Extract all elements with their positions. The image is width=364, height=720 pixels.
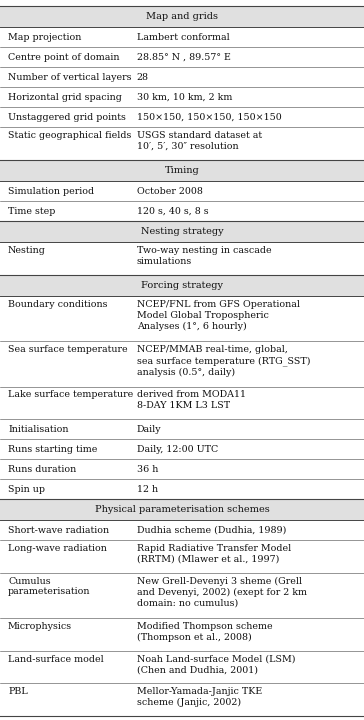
Text: Lake surface temperature: Lake surface temperature	[8, 390, 133, 400]
Text: derived from MODA11
8-DAY 1KM L3 LST: derived from MODA11 8-DAY 1KM L3 LST	[137, 390, 246, 410]
Text: October 2008: October 2008	[137, 186, 203, 196]
Text: Modified Thompson scheme
(Thompson et al., 2008): Modified Thompson scheme (Thompson et al…	[137, 622, 273, 642]
Text: Nesting: Nesting	[8, 246, 46, 255]
Bar	[0, 341, 364, 387]
Text: Nesting strategy: Nesting strategy	[141, 228, 223, 236]
Text: New Grell-Devenyi 3 sheme (Grell
and Devenyi, 2002) (exept for 2 km
domain: no c: New Grell-Devenyi 3 sheme (Grell and Dev…	[137, 577, 307, 608]
Text: Forcing strategy: Forcing strategy	[141, 281, 223, 290]
Bar	[0, 181, 364, 201]
Bar	[0, 87, 364, 107]
Text: Static geographical fields: Static geographical fields	[8, 131, 131, 140]
Bar	[0, 221, 364, 243]
Text: Runs starting time: Runs starting time	[8, 445, 98, 454]
Text: Long-wave radiation: Long-wave radiation	[8, 544, 107, 553]
Bar	[0, 6, 364, 27]
Bar	[0, 107, 364, 127]
Bar	[0, 296, 364, 341]
Text: Microphysics: Microphysics	[8, 622, 72, 631]
Bar	[0, 459, 364, 480]
Text: 150×150, 150×150, 150×150: 150×150, 150×150, 150×150	[137, 113, 282, 122]
Text: NCEP/MMAB real-time, global,
sea surface temperature (RTG_SST)
analysis (0.5°, d: NCEP/MMAB real-time, global, sea surface…	[137, 345, 310, 377]
Bar	[0, 439, 364, 459]
Text: Mellor-Yamada-Janjic TKE
scheme (Janjic, 2002): Mellor-Yamada-Janjic TKE scheme (Janjic,…	[137, 687, 262, 707]
Bar	[0, 419, 364, 439]
Text: Horizontal grid spacing: Horizontal grid spacing	[8, 93, 122, 102]
Text: Map and grids: Map and grids	[146, 12, 218, 21]
Text: Time step: Time step	[8, 207, 55, 215]
Bar	[0, 160, 364, 181]
Bar	[0, 201, 364, 221]
Bar	[0, 67, 364, 87]
Bar	[0, 521, 364, 541]
Text: Rapid Radiative Transfer Model
(RRTM) (Mlawer et al., 1997): Rapid Radiative Transfer Model (RRTM) (M…	[137, 544, 291, 564]
Bar	[0, 541, 364, 573]
Text: 28.85° N , 89.57° E: 28.85° N , 89.57° E	[137, 53, 231, 62]
Text: Two-way nesting in cascade
simulations: Two-way nesting in cascade simulations	[137, 246, 272, 266]
Text: Runs duration: Runs duration	[8, 464, 76, 474]
Text: 30 km, 10 km, 2 km: 30 km, 10 km, 2 km	[137, 93, 232, 102]
Text: Spin up: Spin up	[8, 485, 45, 494]
Text: 36 h: 36 h	[137, 464, 158, 474]
Text: USGS standard dataset at
10′, 5′, 30″ resolution: USGS standard dataset at 10′, 5′, 30″ re…	[137, 131, 262, 150]
Text: Daily, 12:00 UTC: Daily, 12:00 UTC	[137, 445, 218, 454]
Text: Initialisation: Initialisation	[8, 425, 68, 433]
Bar	[0, 387, 364, 419]
Bar	[0, 480, 364, 499]
Text: Timing: Timing	[165, 166, 199, 175]
Bar	[0, 651, 364, 683]
Text: Lambert conformal: Lambert conformal	[137, 32, 230, 42]
Text: Number of vertical layers: Number of vertical layers	[8, 73, 131, 82]
Text: Sea surface temperature: Sea surface temperature	[8, 345, 128, 354]
Text: Cumulus
parameterisation: Cumulus parameterisation	[8, 577, 91, 596]
Bar	[0, 27, 364, 48]
Bar	[0, 618, 364, 651]
Text: Noah Land-surface Model (LSM)
(Chen and Dudhia, 2001): Noah Land-surface Model (LSM) (Chen and …	[137, 654, 295, 674]
Bar	[0, 243, 364, 275]
Text: Boundary conditions: Boundary conditions	[8, 300, 107, 309]
Text: Dudhia scheme (Dudhia, 1989): Dudhia scheme (Dudhia, 1989)	[137, 526, 286, 535]
Text: 12 h: 12 h	[137, 485, 158, 494]
Bar	[0, 48, 364, 67]
Text: 28: 28	[137, 73, 149, 82]
Text: Short-wave radiation: Short-wave radiation	[8, 526, 109, 535]
Text: Daily: Daily	[137, 425, 162, 433]
Bar	[0, 499, 364, 521]
Text: Unstaggered grid points: Unstaggered grid points	[8, 113, 126, 122]
Text: Land-surface model: Land-surface model	[8, 654, 104, 664]
Text: Centre point of domain: Centre point of domain	[8, 53, 119, 62]
Text: PBL: PBL	[8, 687, 28, 696]
Text: 120 s, 40 s, 8 s: 120 s, 40 s, 8 s	[137, 207, 209, 215]
Bar	[0, 573, 364, 618]
Bar	[0, 127, 364, 160]
Text: Physical parameterisation schemes: Physical parameterisation schemes	[95, 505, 269, 514]
Bar	[0, 683, 364, 716]
Bar	[0, 275, 364, 296]
Text: Simulation period: Simulation period	[8, 186, 94, 196]
Text: NCEP/FNL from GFS Operational
Model Global Tropospheric
Analyses (1°, 6 hourly): NCEP/FNL from GFS Operational Model Glob…	[137, 300, 300, 330]
Text: Map projection: Map projection	[8, 32, 82, 42]
